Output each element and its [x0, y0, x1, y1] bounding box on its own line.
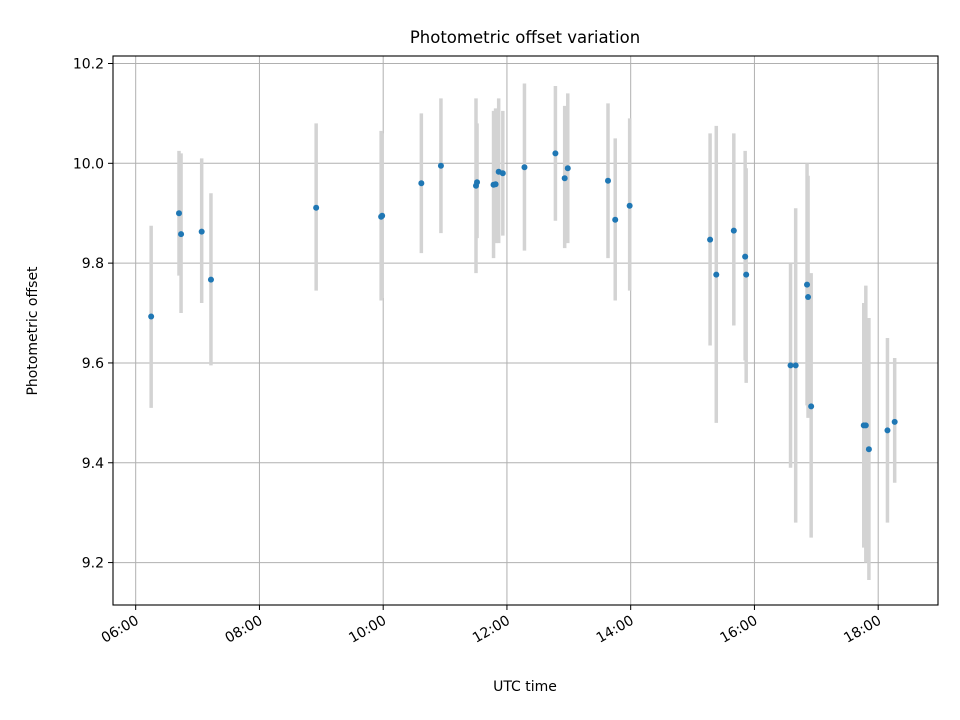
data-point — [418, 180, 425, 187]
grid-lines — [113, 56, 938, 605]
y-tick-label: 9.8 — [82, 256, 104, 272]
data-point — [730, 227, 737, 234]
data-point — [552, 150, 559, 157]
chart-title: Photometric offset variation — [410, 28, 640, 47]
y-axis-label: Photometric offset — [25, 266, 41, 396]
data-point — [862, 422, 869, 429]
data-point — [805, 294, 812, 301]
data-point — [207, 276, 214, 283]
data-point — [808, 403, 815, 410]
data-point — [804, 281, 811, 288]
data-point — [605, 177, 611, 184]
data-point — [178, 231, 185, 238]
data-point — [492, 181, 499, 188]
data-point — [713, 271, 720, 278]
data-point — [612, 216, 619, 223]
y-axis-ticks: 9.2 9.4 9.6 9.8 10.0 10.2 — [73, 56, 113, 572]
x-axis-label: UTC time — [493, 679, 557, 695]
data-point — [626, 202, 633, 209]
data-point — [474, 179, 481, 186]
data-point — [499, 170, 506, 177]
data-point — [792, 362, 799, 369]
data-point — [884, 427, 891, 434]
plot-frame — [112, 55, 939, 606]
data-point — [707, 236, 714, 243]
y-tick-label: 9.2 — [82, 556, 104, 572]
data-point — [787, 362, 794, 369]
data-point — [176, 210, 182, 217]
data-point — [521, 164, 528, 171]
data-point — [437, 162, 444, 169]
y-tick-label: 10.2 — [73, 56, 104, 72]
data-points — [148, 150, 898, 453]
y-tick-label: 9.4 — [82, 456, 104, 472]
data-point — [891, 418, 898, 425]
data-point — [742, 253, 749, 260]
data-point — [198, 228, 205, 235]
data-point — [148, 313, 155, 320]
data-point — [313, 204, 320, 211]
data-point — [379, 212, 386, 219]
data-point — [561, 175, 568, 182]
y-tick-label: 10.0 — [73, 156, 104, 172]
data-point — [743, 271, 750, 278]
data-point — [865, 446, 872, 453]
y-tick-label: 9.6 — [82, 356, 104, 372]
data-point — [564, 165, 571, 172]
